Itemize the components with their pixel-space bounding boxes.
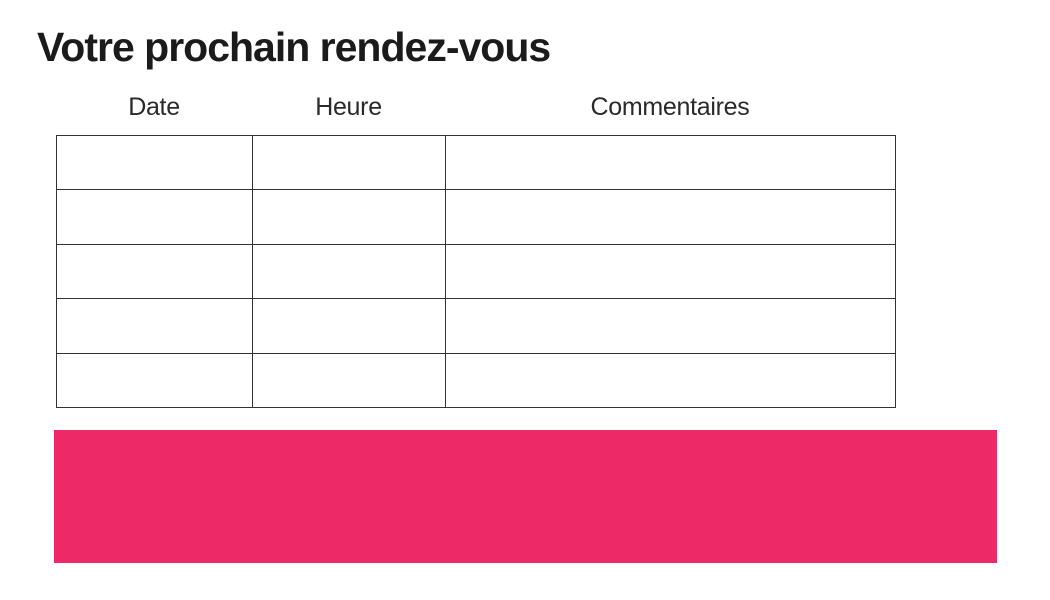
table-cell [56, 189, 253, 245]
table-cell [445, 134, 896, 191]
table-cell [252, 189, 446, 245]
table-cell [56, 298, 253, 354]
table-cell [252, 243, 446, 300]
table-cell [445, 352, 896, 409]
table-cell [252, 134, 446, 191]
pink-banner [54, 430, 997, 563]
table-cell [56, 134, 253, 191]
column-header-date: Date [128, 93, 180, 121]
column-header-heure: Heure [315, 93, 382, 121]
table-row [56, 298, 896, 354]
table-row [56, 243, 896, 300]
column-header-commentaires: Commentaires [590, 93, 750, 121]
table-cell [252, 352, 446, 409]
table-cell [445, 243, 896, 300]
table-row [56, 134, 896, 191]
table-header-row: Date Heure Commentaires [56, 93, 895, 122]
table-cell [445, 298, 896, 354]
appointments-table-body [56, 134, 896, 409]
table-cell [445, 189, 896, 245]
table-row [56, 189, 896, 245]
table-cell [56, 352, 253, 409]
table-cell [56, 243, 253, 300]
appointments-table [56, 134, 896, 409]
table-row [56, 352, 896, 409]
page-title: Votre prochain rendez-vous [37, 24, 551, 70]
table-cell [252, 298, 446, 354]
